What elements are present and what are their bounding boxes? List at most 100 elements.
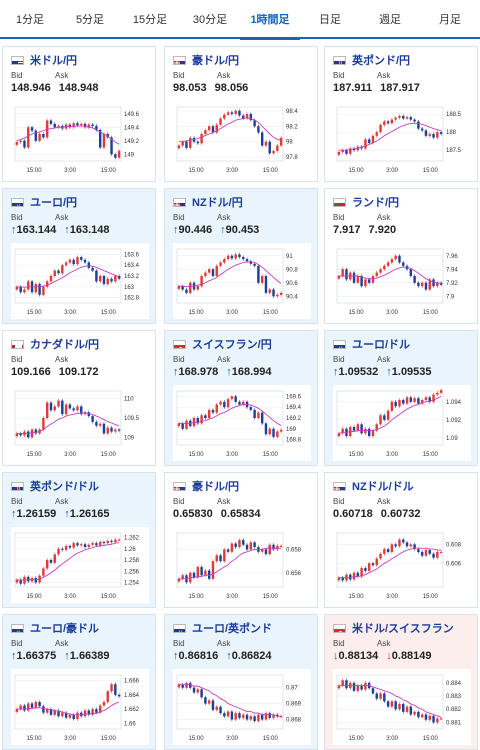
tab-2[interactable]: 15分足 (132, 14, 168, 26)
bid-label: Bid (11, 639, 23, 648)
y-tick-label: 97.8 (286, 155, 298, 161)
bid-ask-labels: Bid Ask (333, 213, 421, 222)
candle-up (196, 286, 200, 290)
candle-down (83, 544, 87, 548)
currency-card[interactable]: ユーロ/ドル Bid Ask ↑1.09532 ↑1.09535 1.094 1.092 1.… (324, 330, 478, 466)
mini-chart[interactable]: 1.094 1.092 1.09 15:00 3:00 15:00 (333, 385, 471, 461)
pair-title[interactable]: ランド/円 (352, 197, 400, 209)
tab-7[interactable]: 月足 (439, 14, 461, 26)
pair-title[interactable]: NZドル/ドル (352, 481, 414, 493)
mini-chart[interactable]: 0.87 0.869 0.868 15:00 3:00 15:00 (173, 669, 311, 745)
arrow-up-icon: ↑ (226, 366, 232, 378)
chart-svg: 110 109.5 109 15:00 3:00 15:00 (14, 390, 140, 458)
candle-up (272, 714, 275, 718)
tab-5[interactable]: 日足 (319, 14, 341, 26)
candle-down (30, 703, 34, 708)
bid-ask-labels: Bid Ask (173, 71, 261, 80)
currency-card[interactable]: 米ドル/スイスフラン Bid Ask ↓0.88134 ↓0.88149 0.884 0.8… (324, 614, 478, 750)
pair-title[interactable]: 英ポンド/円 (352, 55, 411, 67)
flag-icon (173, 197, 186, 207)
candle-down (420, 128, 424, 131)
candle-up (390, 119, 394, 124)
pair-title[interactable]: NZドル/円 (192, 197, 243, 209)
tab-0[interactable]: 1分足 (15, 14, 45, 26)
currency-card[interactable]: ユーロ/英ポンド Bid Ask ↑0.86816 ↑0.86824 0.87 0.869 0… (164, 614, 318, 750)
y-tick-label: 110 (124, 397, 134, 403)
candle-down (417, 121, 420, 129)
candle-down (245, 544, 249, 550)
candle-down (249, 407, 253, 410)
currency-card[interactable]: ユーロ/円 Bid Ask ↑163.144 ↑163.148 163.6 163.4 163… (2, 188, 156, 324)
candle-up (349, 148, 352, 154)
tab-6[interactable]: 週足 (379, 14, 401, 26)
bid-price: 187.911 (333, 82, 373, 94)
mini-chart[interactable]: 0.608 0.606 15:00 3:00 15:00 (333, 527, 471, 603)
mini-chart[interactable]: 1.666 1.664 1.662 1.66 15:00 3:00 15:00 (11, 669, 149, 745)
mini-chart[interactable]: 149.6 149.4 149.2 149 15:00 3:00 15:00 (11, 101, 149, 177)
moving-average-line (338, 685, 442, 718)
candle-up (204, 272, 207, 276)
currency-card[interactable]: ランド/円 Bid Ask 7.917 7.920 7.96 7.94 7.92 7.9 15:0… (324, 188, 478, 324)
candle-up (64, 545, 68, 550)
pair-title[interactable]: ユーロ/円 (30, 197, 78, 209)
currency-card[interactable]: 英ポンド/ドル Bid Ask ↑1.26159 ↑1.26165 1.262 1.26 1.… (2, 472, 156, 608)
candle-down (102, 276, 106, 285)
candle-down (238, 713, 241, 718)
candle-down (238, 254, 241, 258)
candle-up (386, 262, 390, 266)
tab-4[interactable]: 1時間足 (240, 0, 300, 40)
candle-up (72, 543, 75, 548)
currency-card[interactable]: スイスフラン/円 Bid Ask ↑168.978 ↑168.994 169.6 169.4… (164, 330, 318, 466)
mini-chart[interactable]: 98.4 98.2 98 97.8 15:00 3:00 15:00 (173, 101, 311, 177)
pair-title[interactable]: 英ポンド/ドル (30, 481, 100, 493)
ask-label: Ask (217, 355, 231, 364)
candle-down (424, 130, 428, 136)
pair-title[interactable]: 豪ドル/円 (192, 55, 240, 67)
pair-title[interactable]: ユーロ/ドル (352, 339, 411, 351)
mini-chart[interactable]: 188.5 188 187.5 15:00 3:00 15:00 (333, 101, 471, 177)
mini-chart[interactable]: 169.6 169.4 169.2 169 168.8 15:00 3:00 15:00 (173, 385, 311, 461)
plot-frame (14, 106, 122, 162)
currency-card[interactable]: 豪ドル/円 Bid Ask 98.053 98.056 98.4 98.2 98 97.8 15:… (164, 46, 318, 182)
x-tick-label: 15:00 (189, 736, 205, 742)
pair-title[interactable]: 米ドル/円 (30, 55, 78, 67)
mini-chart[interactable]: 0.884 0.883 0.882 0.881 15:00 3:00 15:00 (333, 669, 471, 745)
pair-title[interactable]: 米ドル/スイスフラン (352, 623, 454, 635)
currency-card[interactable]: 英ポンド/円 Bid Ask 187.911 187.917 188.5 188 187.5 1… (324, 46, 478, 182)
currency-card[interactable]: 豪ドル/円 Bid Ask 0.65830 0.65834 0.658 0.656 15:00… (164, 472, 318, 608)
mini-chart[interactable]: 0.658 0.656 15:00 3:00 15:00 (173, 527, 311, 603)
flag-icon (11, 197, 24, 207)
candle-down (413, 276, 416, 283)
mini-chart[interactable]: 7.96 7.94 7.92 7.9 15:00 3:00 15:00 (333, 243, 471, 319)
mini-chart[interactable]: 163.6 163.4 163.2 163 162.8 15:00 3:00 15:00 (11, 243, 149, 319)
currency-card[interactable]: NZドル/ドル Bid Ask 0.60718 0.60732 0.608 0.606 15:… (324, 472, 478, 608)
pair-title[interactable]: 豪ドル/円 (192, 481, 240, 493)
bid-label: Bid (333, 71, 345, 80)
mini-chart[interactable]: 91 90.8 90.6 90.4 15:00 3:00 15:00 (173, 243, 311, 319)
candle-down (409, 397, 413, 402)
candle-up (61, 265, 64, 274)
pair-title[interactable]: カナダドル/円 (30, 339, 100, 351)
candle-up (367, 563, 371, 571)
currency-card[interactable]: カナダドル/円 Bid Ask 109.166 109.172 110 109.5 109 15… (2, 330, 156, 466)
plot-frame (336, 106, 444, 162)
mini-chart[interactable]: 1.262 1.26 1.258 1.256 1.254 15:00 3:00 15:00 (11, 527, 149, 603)
price-row: 98.053 98.056 (173, 82, 256, 94)
ask-price: 90.453 (225, 224, 260, 236)
x-tick-label: 3:00 (64, 310, 76, 316)
currency-card[interactable]: 米ドル/円 Bid Ask 148.946 148.948 149.6 149.4 149.2… (2, 46, 156, 182)
pair-title[interactable]: ユーロ/英ポンド (192, 623, 273, 635)
candle-up (15, 142, 19, 145)
mini-chart[interactable]: 110 109.5 109 15:00 3:00 15:00 (11, 385, 149, 461)
pair-title[interactable]: スイスフラン/円 (192, 339, 272, 351)
candle-up (341, 428, 344, 434)
candle-down (42, 134, 45, 138)
currency-card[interactable]: NZドル/円 Bid Ask ↑90.446 ↑90.453 91 90.8 90.6 90.4… (164, 188, 318, 324)
bid-price: 0.86816 (178, 650, 219, 662)
currency-card[interactable]: ユーロ/豪ドル Bid Ask ↑1.66375 ↑1.66389 1.666 1.664 1… (2, 614, 156, 750)
tab-3[interactable]: 30分足 (192, 14, 228, 26)
card-title-row: 豪ドル/円 (173, 53, 239, 67)
tab-1[interactable]: 5分足 (75, 14, 105, 26)
pair-title[interactable]: ユーロ/豪ドル (30, 623, 100, 635)
y-tick-label: 0.869 (286, 702, 302, 708)
